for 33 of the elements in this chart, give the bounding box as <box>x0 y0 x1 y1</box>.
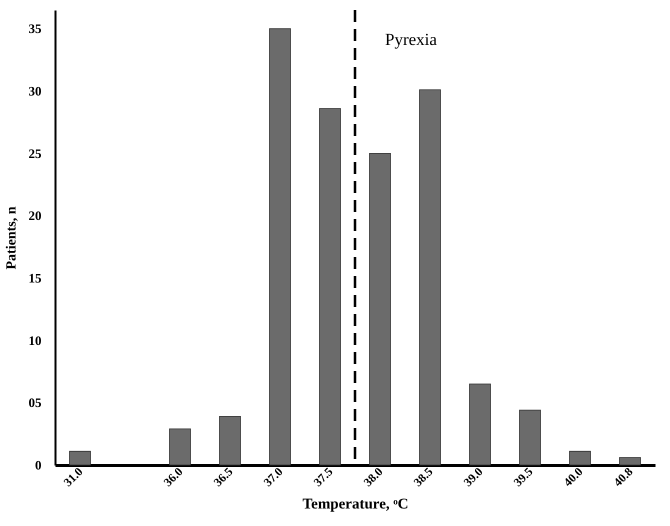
bar <box>269 28 291 466</box>
x-tick-label: 40.8 <box>610 464 636 490</box>
x-tick-label: 31.0 <box>60 464 86 490</box>
bar <box>569 450 591 466</box>
x-tick-label: 40.0 <box>560 464 586 490</box>
y-tick-label: 10 <box>28 332 42 348</box>
y-axis-title: Patients, n <box>4 206 20 270</box>
y-tick-label: 15 <box>28 270 42 286</box>
y-tick-label: 35 <box>28 21 42 36</box>
x-tick-label: 36.5 <box>210 464 236 490</box>
bar <box>69 450 91 466</box>
bar <box>469 384 491 466</box>
y-tick-label: 25 <box>28 146 42 161</box>
x-tick-label: 39.0 <box>460 464 486 490</box>
x-tick-label: 36.0 <box>160 464 186 490</box>
bar <box>319 108 341 466</box>
x-tick-label: 39.5 <box>510 464 536 490</box>
x-tick-label: 37.0 <box>260 464 286 490</box>
annotation: Pyrexia <box>385 30 438 49</box>
x-tick-label: 37.5 <box>310 464 336 490</box>
x-tick-label: 38.0 <box>360 464 386 490</box>
y-tick-label: 30 <box>28 84 42 99</box>
bar <box>169 428 191 466</box>
bar <box>519 410 541 466</box>
y-tick-label: 05 <box>28 395 42 410</box>
x-tick-label: 38.5 <box>410 464 436 490</box>
bar <box>219 416 241 466</box>
bar <box>619 457 641 466</box>
x-axis-title: Temperature, ᵒC <box>302 496 408 513</box>
y-tick-label: 20 <box>28 208 42 224</box>
bar <box>369 152 391 466</box>
y-tick-label: 0 <box>35 458 42 472</box>
bar <box>419 89 441 466</box>
